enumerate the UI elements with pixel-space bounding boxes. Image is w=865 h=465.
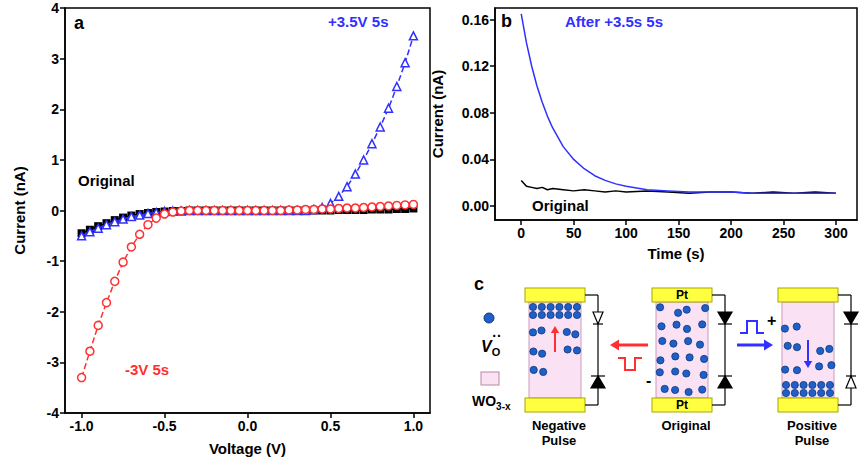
svg-text:+3.5V 5s: +3.5V 5s — [328, 13, 388, 30]
svg-text:NegativePulse: NegativePulse — [532, 418, 586, 448]
svg-text:150: 150 — [667, 225, 691, 241]
svg-text:-0.5: -0.5 — [152, 418, 176, 434]
svg-text:0.12: 0.12 — [462, 58, 489, 74]
svg-text:300: 300 — [824, 225, 848, 241]
svg-text:0.00: 0.00 — [462, 198, 489, 214]
svg-text:b: b — [501, 11, 512, 31]
svg-text:VO··: VO·· — [481, 328, 502, 358]
svg-text:-: - — [646, 372, 651, 389]
svg-text:0.5: 0.5 — [321, 418, 341, 434]
svg-text:-2: -2 — [47, 304, 60, 320]
svg-text:PositivePulse: PositivePulse — [787, 418, 837, 448]
svg-text:-4: -4 — [47, 405, 60, 421]
svg-text:-3V 5s: -3V 5s — [125, 361, 169, 378]
svg-text:-1: -1 — [47, 253, 60, 269]
svg-text:50: 50 — [566, 225, 582, 241]
svg-text:WO3-x: WO3-x — [472, 393, 511, 412]
svg-text:0.04: 0.04 — [462, 151, 489, 167]
svg-text:0: 0 — [517, 225, 525, 241]
svg-text:2: 2 — [51, 101, 59, 117]
svg-text:Current (nA): Current (nA) — [429, 70, 446, 158]
svg-text:a: a — [74, 13, 85, 33]
svg-text:4: 4 — [51, 0, 59, 16]
svg-text:0: 0 — [51, 203, 59, 219]
svg-text:+: + — [767, 312, 776, 329]
svg-text:1: 1 — [51, 152, 59, 168]
svg-text:After +3.5s 5s: After +3.5s 5s — [565, 13, 663, 30]
svg-text:Original: Original — [661, 418, 710, 433]
svg-text:0.08: 0.08 — [462, 105, 489, 121]
svg-text:Original: Original — [78, 172, 135, 189]
svg-text:Voltage (V): Voltage (V) — [209, 440, 286, 457]
svg-text:100: 100 — [614, 225, 638, 241]
svg-text:-1.0: -1.0 — [70, 418, 94, 434]
svg-text:200: 200 — [719, 225, 743, 241]
svg-text:Original: Original — [532, 197, 589, 214]
svg-text:-3: -3 — [47, 354, 60, 370]
svg-text:Current (nA): Current (nA) — [11, 166, 28, 254]
svg-text:1.0: 1.0 — [404, 418, 424, 434]
svg-text:3: 3 — [51, 51, 59, 67]
svg-text:0.16: 0.16 — [462, 12, 489, 28]
svg-text:Time (s): Time (s) — [647, 245, 704, 262]
svg-text:250: 250 — [772, 225, 796, 241]
svg-text:c: c — [474, 274, 484, 294]
svg-text:Pt: Pt — [676, 398, 688, 412]
svg-text:Pt: Pt — [676, 288, 688, 302]
svg-text:0.0: 0.0 — [238, 418, 258, 434]
